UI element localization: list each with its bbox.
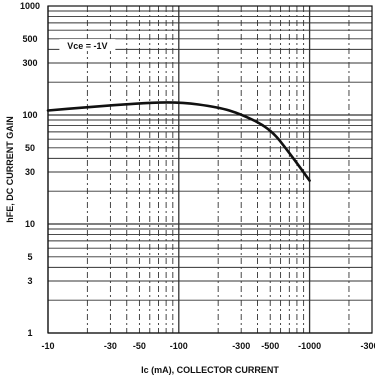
series-layer [46,101,311,182]
x-tick-label: -50 [133,341,146,351]
x-tick-label: -3000 [360,341,375,351]
series-line [46,101,311,182]
annotation-text: Vce = -1V [67,41,107,51]
x-axis-title: Ic (mA), COLLECTOR CURRENT [141,365,279,375]
y-tick-label: 10 [25,219,35,229]
y-tick-label: 30 [25,167,35,177]
x-tick-label: -10 [41,341,54,351]
x-tick-label: -300 [232,341,250,351]
x-tick-labels: -10 -30 -50 -100 -300 -500 -1000 -3000 [41,341,375,351]
y-tick-label: 3 [27,276,32,286]
y-tick-label: 500 [22,34,37,44]
y-tick-label: 300 [22,58,37,68]
y-tick-label: 100 [22,110,37,120]
x-tick-label: -30 [104,341,117,351]
grid-layer [47,6,373,334]
y-tick-labels: 1 3 5 10 30 50 100 300 500 1000 [20,1,40,338]
annotation-backing [59,39,116,52]
y-tick-label: 50 [25,143,35,153]
x-tick-label: -100 [170,341,188,351]
y-tick-label: 1 [27,328,32,338]
y-tick-label: 1000 [20,1,40,11]
x-tick-label: -500 [261,341,279,351]
y-axis-title: hFE, DC CURRENT GAIN [5,116,15,223]
y-tick-label: 5 [27,252,32,262]
annotations: Vce = -1V [59,39,116,52]
x-tick-label: -1000 [298,341,321,351]
plot-frame [47,5,373,334]
